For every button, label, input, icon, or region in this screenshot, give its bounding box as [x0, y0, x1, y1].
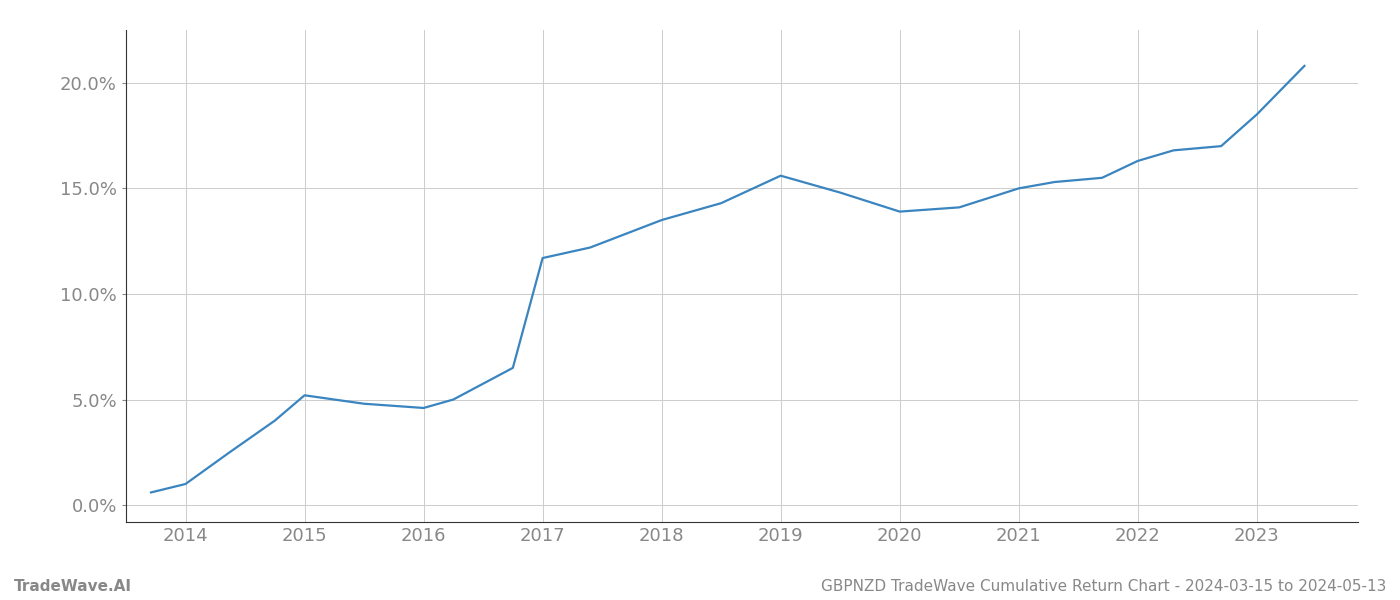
Text: GBPNZD TradeWave Cumulative Return Chart - 2024-03-15 to 2024-05-13: GBPNZD TradeWave Cumulative Return Chart… — [820, 579, 1386, 594]
Text: TradeWave.AI: TradeWave.AI — [14, 579, 132, 594]
